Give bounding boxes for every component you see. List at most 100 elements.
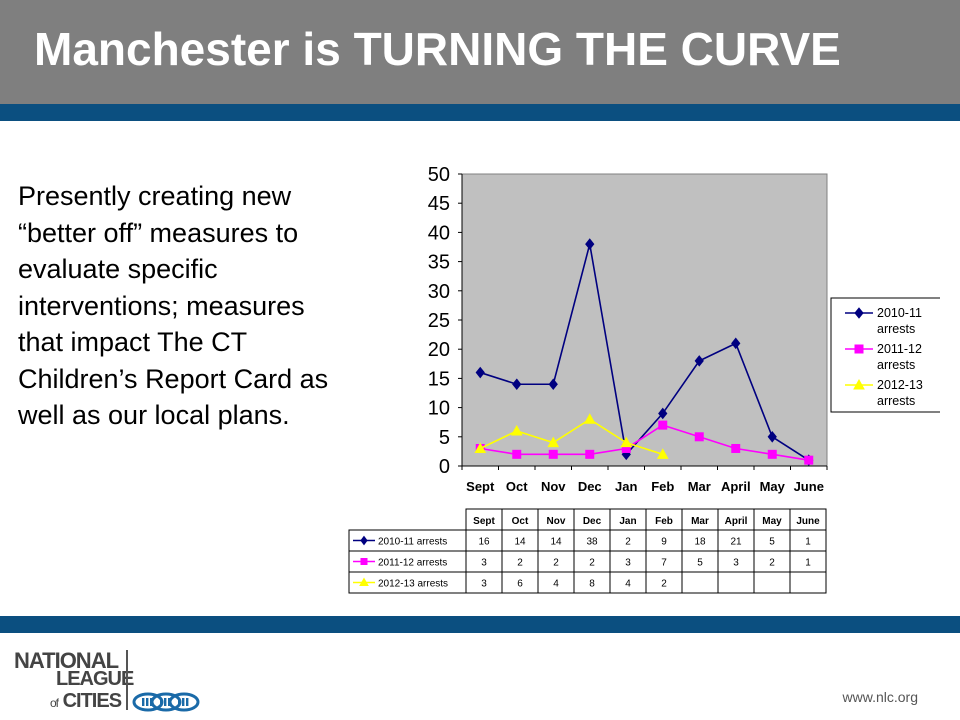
table-value-cell: 2: [769, 558, 775, 569]
data-point-2: [620, 436, 633, 448]
table-value-cell: 6: [517, 579, 523, 590]
x-tick-label: Sept: [466, 479, 495, 494]
data-point-1: [658, 420, 668, 430]
table-value-cell: 5: [769, 537, 775, 548]
logo-cities-word: CITIES: [62, 690, 122, 712]
x-tick-label: Dec: [578, 479, 602, 494]
legend-label-2: 2012-13 arrests: [877, 378, 923, 408]
logo-line-league: LEAGUE: [56, 668, 134, 690]
table-header-cell: Mar: [691, 516, 709, 527]
table-legend-marker-0: [360, 535, 368, 546]
data-point-1: [804, 455, 814, 465]
y-tick-label: 50: [428, 164, 450, 186]
legend-marker-0: [854, 307, 864, 319]
bottom-accent-band: [0, 616, 960, 633]
table-legend-marker-2: [359, 577, 369, 586]
table-value-cell: 3: [625, 558, 631, 569]
table-header-cell: Oct: [512, 516, 529, 527]
table-value-cell: 3: [481, 579, 487, 590]
data-point-0: [548, 378, 558, 391]
body-line: well as our local plans.: [18, 400, 290, 430]
table-value-cell: 14: [550, 537, 562, 548]
series-line-1: [480, 424, 809, 461]
table-value-cell: 4: [553, 579, 559, 590]
body-line: that impact The CT: [18, 327, 248, 357]
table-header-cell: April: [725, 516, 748, 527]
legend-marker-1: [854, 344, 864, 354]
legend-label-0: 2010-11 arrests: [877, 306, 922, 336]
table-header-cell: Sept: [473, 516, 495, 527]
y-tick-label: 20: [428, 339, 450, 361]
logo-chain-icon: [132, 692, 200, 712]
y-tick-label: 40: [428, 222, 450, 244]
y-tick-label: 30: [428, 281, 450, 303]
body-line: Children’s Report Card as: [18, 363, 329, 394]
table-legend-marker-1: [360, 558, 368, 565]
table-series-label-2: 2012-13 arrests: [378, 579, 448, 590]
legend-marker-2: [853, 378, 865, 390]
data-point-1: [548, 449, 558, 459]
data-point-0: [512, 378, 522, 391]
table-row: [348, 571, 827, 594]
x-tick-label: Nov: [541, 479, 566, 494]
table-series-label-0: 2010-11 arrests: [378, 537, 447, 548]
table-value-cell: 21: [730, 537, 742, 548]
logo-line-cities: of CITIES: [50, 690, 122, 713]
data-point-1: [512, 449, 522, 459]
data-point-1: [731, 443, 741, 453]
data-point-1: [767, 449, 777, 459]
y-tick-label: 45: [428, 193, 450, 215]
table-header-cell: Nov: [547, 516, 566, 527]
table-value-cell: 2: [625, 537, 631, 548]
data-point-0: [585, 238, 595, 250]
y-tick-label: 5: [439, 427, 450, 449]
y-tick-label: 15: [428, 368, 450, 390]
table-value-cell: 3: [733, 558, 739, 569]
table-value-cell: 1: [805, 537, 811, 548]
table-value-cell: 38: [586, 537, 598, 548]
x-tick-label: Mar: [688, 479, 711, 494]
series-line-2: [479, 418, 663, 456]
plot-area: [461, 173, 828, 467]
logo-line-national: NATIONAL: [14, 648, 119, 673]
data-point-0: [658, 407, 668, 420]
table-value-cell: 4: [625, 579, 631, 590]
table-header-cell: June: [796, 516, 820, 527]
data-point-0: [767, 430, 777, 443]
table-series-label-1: 2011-12 arrests: [378, 558, 447, 569]
x-tick-label: Oct: [506, 479, 528, 494]
legend-box: [830, 297, 940, 413]
y-tick-label: 35: [428, 252, 450, 274]
nlc-logo: NATIONAL LEAGUE of CITIES: [14, 648, 214, 714]
body-line: evaluate specific: [18, 254, 218, 284]
table-value-cell: 2: [517, 558, 523, 569]
legend-label-1: 2011-12 arrests: [877, 342, 922, 372]
table-value-cell: 18: [694, 537, 706, 548]
x-tick-label: Jan: [615, 479, 637, 494]
footer-url: www.nlc.org: [842, 689, 918, 705]
data-point-2: [474, 442, 487, 453]
body-paragraph: Presently creating new “better off” meas…: [18, 178, 398, 434]
logo-of: of: [50, 696, 59, 710]
table-header-cell: May: [762, 516, 782, 527]
series-line-0: [480, 243, 810, 461]
table-value-cell: 16: [478, 537, 490, 548]
data-point-2: [547, 436, 560, 448]
table-value-cell: 14: [514, 537, 526, 548]
data-point-0: [694, 355, 704, 367]
data-point-2: [656, 448, 669, 459]
table-value-cell: 3: [481, 558, 487, 569]
table-value-cell: 2: [553, 558, 559, 569]
table-header-cell: Dec: [583, 516, 602, 527]
table-header-cell: Feb: [655, 516, 673, 527]
y-tick-label: 10: [428, 398, 450, 420]
table-value-cell: 2: [589, 558, 595, 569]
body-line: Presently creating new: [18, 181, 292, 211]
data-point-0: [475, 366, 485, 379]
table-value-cell: 9: [661, 537, 667, 548]
data-point-1: [585, 449, 595, 459]
data-point-2: [510, 424, 523, 436]
table-value-cell: 8: [589, 579, 595, 590]
x-tick-label: April: [721, 479, 751, 494]
